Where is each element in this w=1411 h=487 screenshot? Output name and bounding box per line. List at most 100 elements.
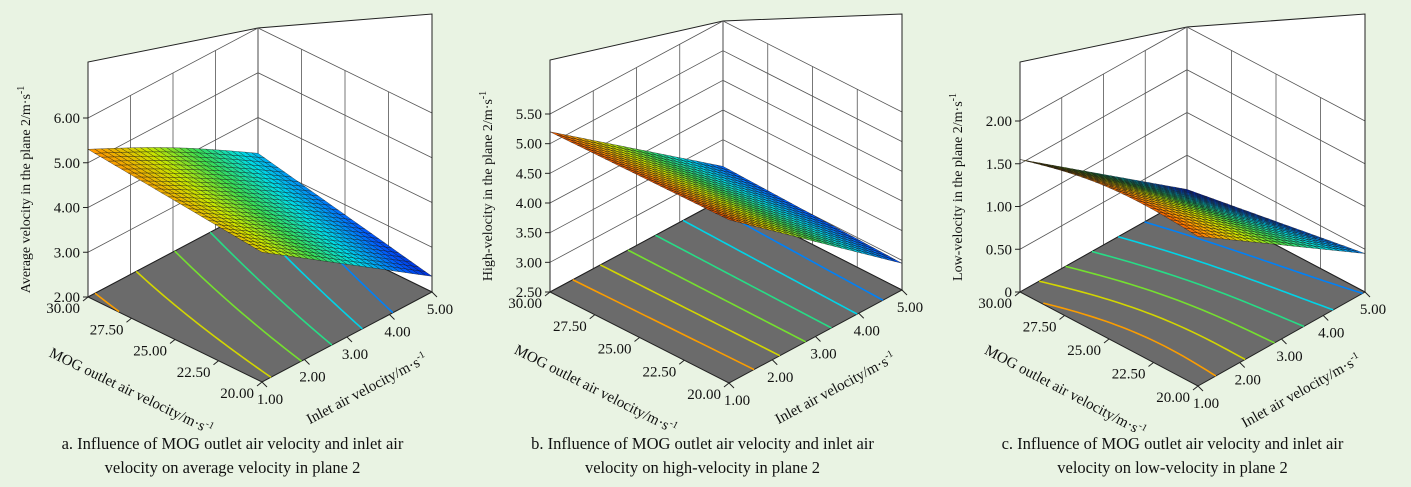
z-tick-label: 5.50 <box>516 107 542 123</box>
x-tick-label: 1.00 <box>257 392 283 408</box>
y-tick-label: 20.00 <box>1156 390 1190 406</box>
contour-line <box>1144 221 1363 295</box>
y-tick <box>213 360 219 366</box>
caption-c-line1: c. Influence of MOG outlet air velocity … <box>1001 434 1344 453</box>
y-tick-label: 30.00 <box>46 301 80 317</box>
y-tick-label: 27.50 <box>1023 320 1057 336</box>
y-tick-label: 20.00 <box>687 387 721 403</box>
y-tick <box>126 317 132 323</box>
x-tick <box>858 312 865 319</box>
y-axis-title: MOG outlet air velocity/m·s-1 <box>47 344 216 432</box>
z-axis: 2.50 3.00 3.50 4.00 4.50 5.00 5.50 <box>516 107 550 301</box>
surface-plot-c: 0 0.50 1.00 1.50 2.00 Low-velocity in the pla… <box>948 13 1386 432</box>
y-tick-label: 27.50 <box>90 322 124 338</box>
floor-contours <box>1039 221 1363 377</box>
contour-line <box>1091 250 1305 328</box>
caption-a: a. Influence of MOG outlet air velocity … <box>0 432 465 480</box>
y-tick-label: 25.00 <box>598 342 632 358</box>
contour-line <box>1118 235 1334 311</box>
caption-b-line2: velocity on high-velocity in plane 2 <box>584 458 821 477</box>
x-axis: 1.00 2.00 3.00 4.00 5.00 <box>257 291 453 408</box>
y-tick <box>589 314 596 320</box>
z-tick-label: 0.50 <box>986 242 1012 258</box>
y-tick <box>256 381 263 387</box>
x-tick-label: 3.00 <box>1276 349 1302 365</box>
z-tick-label: 4.00 <box>54 201 80 217</box>
z-tick-label: 6.00 <box>54 111 80 127</box>
x-axis: 1.00 2.00 3.00 4.00 5.00 <box>1193 291 1386 412</box>
x-tick <box>901 289 908 296</box>
contour-line <box>655 234 832 329</box>
x-tick-label: 2.00 <box>767 370 793 386</box>
contour-line <box>209 231 333 346</box>
box-edges <box>1019 14 1366 292</box>
y-tick-label: 25.00 <box>133 344 167 360</box>
x-tick-label: 3.00 <box>342 347 368 363</box>
y-tick <box>82 296 89 302</box>
caption-c: c. Influence of MOG outlet air velocity … <box>940 432 1405 480</box>
y-tick-label: 22.50 <box>1112 367 1146 383</box>
x-tick <box>728 382 735 389</box>
y-tick-label: 20.00 <box>220 386 254 402</box>
y-tick-label: 22.50 <box>643 364 677 380</box>
z-axis-title: Average velocity in the plane 2/m·s-1 <box>16 86 34 294</box>
z-tick-label: 2.50 <box>516 285 542 301</box>
chart-panel-a: 2.00 3.00 4.00 5.00 6.00 Average velocity in … <box>0 0 465 487</box>
z-tick-label: 3.00 <box>54 245 80 261</box>
y-tick <box>1103 338 1110 344</box>
z-axis: 0 0.50 1.00 1.50 2.00 <box>986 114 1020 301</box>
y-axis: 20.00 22.50 25.00 27.50 30.00 <box>508 291 730 403</box>
surface-plot-a: 2.00 3.00 4.00 5.00 6.00 Average velocity in … <box>16 13 453 432</box>
x-tick <box>304 359 310 365</box>
caption-a-line2: velocity on average velocity in plane 2 <box>104 458 361 477</box>
y-tick <box>544 291 551 297</box>
x-tick-label: 4.00 <box>1318 326 1344 342</box>
caption-c-line2: velocity on low-velocity in plane 2 <box>1057 458 1288 477</box>
contour-line <box>627 249 806 343</box>
x-tick-label: 4.00 <box>854 323 880 339</box>
x-tick-label: 5.00 <box>897 300 923 316</box>
y-axis-title: MOG outlet air velocity/m·s-1 <box>982 341 1149 432</box>
y-axis: 20.00 22.50 25.00 27.50 30.00 <box>978 291 1199 406</box>
z-tick-label: 2.00 <box>986 114 1012 130</box>
x-tick <box>389 314 395 320</box>
box-edges <box>87 14 433 297</box>
z-tick-label: 4.00 <box>516 196 542 212</box>
z-tick-label: 5.00 <box>54 156 80 172</box>
z-axis-title: Low-velocity in the plane 2/m·s-1 <box>948 93 966 281</box>
caption-b-line1: b. Influence of MOG outlet air velocity … <box>531 434 874 453</box>
contour-line <box>682 219 858 315</box>
chart-panel-c: 0 0.50 1.00 1.50 2.00 Low-velocity in the pla… <box>940 0 1405 487</box>
caption-b: b. Influence of MOG outlet air velocity … <box>470 432 935 480</box>
z-axis-title: High-velocity in the plane 2/m·s-1 <box>478 91 496 281</box>
x-tick <box>431 291 438 298</box>
x-tick <box>261 381 268 388</box>
y-tick <box>1148 362 1154 367</box>
z-tick-label: 0 <box>1005 285 1013 301</box>
y-tick <box>723 382 730 388</box>
x-tick-label: 2.00 <box>1235 373 1261 389</box>
chart-panel-b: 2.50 3.00 3.50 4.00 4.50 5.00 5.50 High-velocit… <box>470 0 935 487</box>
z-tick-label: 3.00 <box>516 255 542 271</box>
x-tick <box>1364 291 1371 298</box>
x-tick-label: 5.00 <box>427 302 453 318</box>
x-tick-label: 1.00 <box>724 393 750 409</box>
x-tick <box>771 359 778 366</box>
x-tick <box>1239 362 1246 368</box>
z-tick-label: 5.00 <box>516 137 542 153</box>
box-edges <box>549 14 903 292</box>
x-tick-label: 4.00 <box>384 325 410 341</box>
y-tick-label: 25.00 <box>1067 343 1101 359</box>
x-tick <box>815 336 821 342</box>
contour-line <box>599 264 781 357</box>
y-tick-label: 30.00 <box>978 296 1012 312</box>
contour-line <box>135 270 272 378</box>
z-tick-label: 4.50 <box>516 166 542 182</box>
response-surface <box>87 147 433 277</box>
x-tick-label: 2.00 <box>299 370 325 386</box>
x-tick-label: 1.00 <box>1193 396 1219 412</box>
y-tick-label: 27.50 <box>553 319 587 335</box>
z-tick-label: 3.50 <box>516 226 542 242</box>
contour-line <box>1043 302 1217 377</box>
